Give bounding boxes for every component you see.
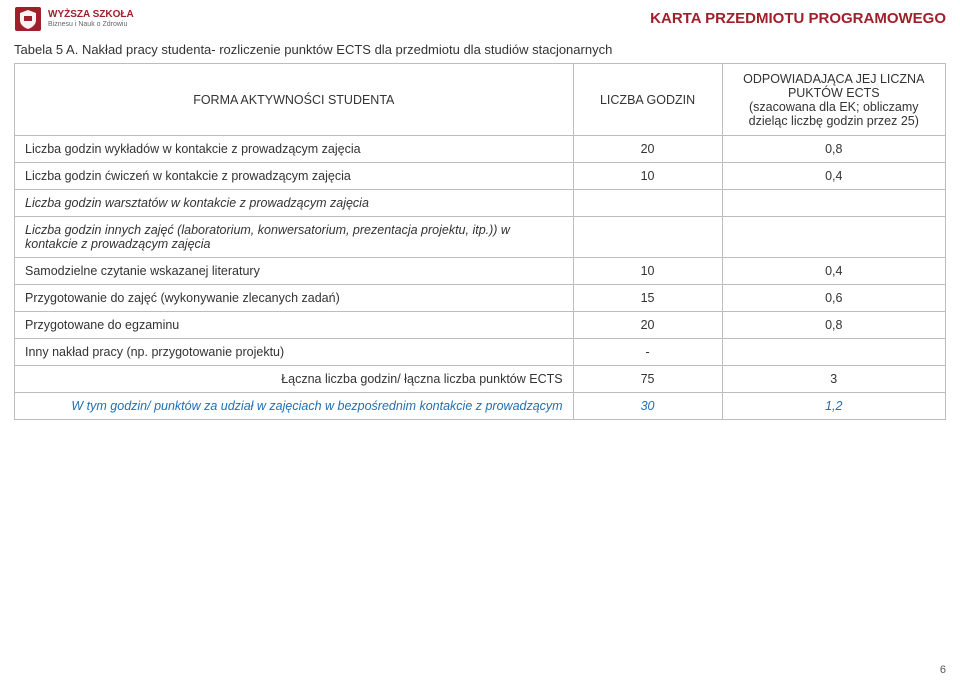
activity-cell: Liczba godzin ćwiczeń w kontakcie z prow… bbox=[15, 163, 574, 190]
ects-cell: 0,6 bbox=[722, 285, 945, 312]
table-caption: Tabela 5 A. Nakład pracy studenta- rozli… bbox=[0, 34, 960, 63]
table-row: Samodzielne czytanie wskazanej literatur… bbox=[15, 258, 946, 285]
ects-cell: 0,8 bbox=[722, 136, 945, 163]
table-row: Liczba godzin warsztatów w kontakcie z p… bbox=[15, 190, 946, 217]
activity-cell: Przygotowane do egzaminu bbox=[15, 312, 574, 339]
page-number: 6 bbox=[940, 664, 946, 676]
hours-cell: 10 bbox=[573, 258, 722, 285]
activity-cell: Inny nakład pracy (np. przygotowanie pro… bbox=[15, 339, 574, 366]
ects-cell: 0,4 bbox=[722, 258, 945, 285]
activity-cell: Liczba godzin wykładów w kontakcie z pro… bbox=[15, 136, 574, 163]
hours-cell bbox=[573, 217, 722, 258]
hours-cell bbox=[573, 190, 722, 217]
institution-name-line1: WYŻSZA SZKOŁA bbox=[48, 9, 134, 20]
ects-cell bbox=[722, 217, 945, 258]
activity-cell: Liczba godzin innych zajęć (laboratorium… bbox=[15, 217, 574, 258]
hours-cell: 10 bbox=[573, 163, 722, 190]
table-row: Liczba godzin innych zajęć (laboratorium… bbox=[15, 217, 946, 258]
table-row: Przygotowanie do zajęć (wykonywanie zlec… bbox=[15, 285, 946, 312]
table-row: Liczba godzin wykładów w kontakcie z pro… bbox=[15, 136, 946, 163]
table-row: Inny nakład pracy (np. przygotowanie pro… bbox=[15, 339, 946, 366]
ects-cell bbox=[722, 339, 945, 366]
col-header-hours: LICZBA GODZIN bbox=[573, 64, 722, 136]
hours-cell: 20 bbox=[573, 136, 722, 163]
table-sum-row: Łączna liczba godzin/ łączna liczba punk… bbox=[15, 366, 946, 393]
sum-label-cell: Łączna liczba godzin/ łączna liczba punk… bbox=[15, 366, 574, 393]
col-header-ects: ODPOWIADAJĄCA JEJ LICZNA PUKTÓW ECTS (sz… bbox=[722, 64, 945, 136]
institution-name-line2: Biznesu i Nauk o Zdrowiu bbox=[48, 21, 134, 28]
activity-cell: Przygotowanie do zajęć (wykonywanie zlec… bbox=[15, 285, 574, 312]
table-header-row: FORMA AKTYWNOŚCI STUDENTA LICZBA GODZIN … bbox=[15, 64, 946, 136]
ects-cell: 0,8 bbox=[722, 312, 945, 339]
table-row: Liczba godzin ćwiczeń w kontakcie z prow… bbox=[15, 163, 946, 190]
contact-label-cell: W tym godzin/ punktów za udział w zajęci… bbox=[15, 393, 574, 420]
document-header: WYŻSZA SZKOŁA Biznesu i Nauk o Zdrowiu K… bbox=[0, 0, 960, 34]
hours-cell: 20 bbox=[573, 312, 722, 339]
table-contact-row: W tym godzin/ punktów za udział w zajęci… bbox=[15, 393, 946, 420]
hours-cell: - bbox=[573, 339, 722, 366]
contact-hours-cell: 30 bbox=[573, 393, 722, 420]
hours-cell: 15 bbox=[573, 285, 722, 312]
shield-icon bbox=[14, 6, 42, 32]
activity-cell: Liczba godzin warsztatów w kontakcie z p… bbox=[15, 190, 574, 217]
sum-hours-cell: 75 bbox=[573, 366, 722, 393]
ects-workload-table: FORMA AKTYWNOŚCI STUDENTA LICZBA GODZIN … bbox=[14, 63, 946, 420]
table-body: Liczba godzin wykładów w kontakcie z pro… bbox=[15, 136, 946, 420]
contact-ects-cell: 1,2 bbox=[722, 393, 945, 420]
ects-cell bbox=[722, 190, 945, 217]
institution-name: WYŻSZA SZKOŁA Biznesu i Nauk o Zdrowiu bbox=[48, 10, 134, 28]
sum-ects-cell: 3 bbox=[722, 366, 945, 393]
col-header-activity: FORMA AKTYWNOŚCI STUDENTA bbox=[15, 64, 574, 136]
page-title: KARTA PRZEDMIOTU PROGRAMOWEGO bbox=[650, 6, 946, 27]
institution-logo: WYŻSZA SZKOŁA Biznesu i Nauk o Zdrowiu bbox=[14, 6, 134, 32]
activity-cell: Samodzielne czytanie wskazanej literatur… bbox=[15, 258, 574, 285]
table-row: Przygotowane do egzaminu200,8 bbox=[15, 312, 946, 339]
ects-cell: 0,4 bbox=[722, 163, 945, 190]
